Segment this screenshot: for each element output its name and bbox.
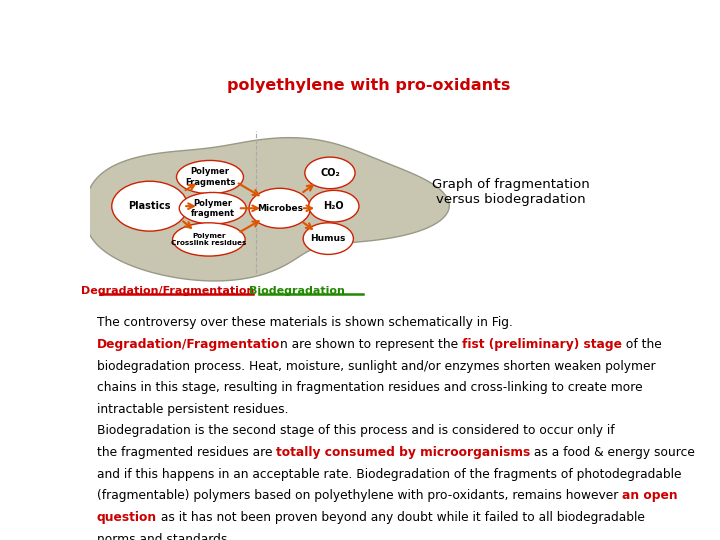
Ellipse shape bbox=[303, 223, 354, 254]
Text: norms and standards: norms and standards bbox=[96, 532, 227, 540]
Ellipse shape bbox=[249, 188, 310, 228]
Text: Biodegradation is the second stage of this process and is considered to occur on: Biodegradation is the second stage of th… bbox=[96, 424, 614, 437]
Text: and if this happens in an acceptable rate. Biodegradation of the fragments of ph: and if this happens in an acceptable rat… bbox=[96, 468, 681, 481]
Text: The controversy over these materials is shown schematically in Fig.: The controversy over these materials is … bbox=[96, 316, 513, 329]
Text: Degradation/Fragmentation: Degradation/Fragmentation bbox=[81, 286, 255, 296]
Ellipse shape bbox=[112, 181, 188, 231]
Text: polyethylene with pro-oxidants: polyethylene with pro-oxidants bbox=[228, 78, 510, 93]
Text: the fragmented residues are: the fragmented residues are bbox=[96, 446, 276, 459]
Text: Humus: Humus bbox=[310, 234, 346, 243]
Text: Graph of fragmentation
versus biodegradation: Graph of fragmentation versus biodegrada… bbox=[433, 178, 590, 206]
Text: Degradation/Fragmentatio: Degradation/Fragmentatio bbox=[96, 338, 280, 351]
Ellipse shape bbox=[309, 191, 359, 222]
Text: (fragmentable) polymers based on polyethylene with pro-oxidants, remains however: (fragmentable) polymers based on polyeth… bbox=[96, 489, 622, 502]
Text: of the: of the bbox=[622, 338, 662, 351]
Text: as a food & energy source: as a food & energy source bbox=[531, 446, 696, 459]
Text: n are shown to represent the: n are shown to represent the bbox=[280, 338, 462, 351]
Text: an open: an open bbox=[622, 489, 678, 502]
Ellipse shape bbox=[305, 157, 355, 188]
Text: Polymer
Crosslink residues: Polymer Crosslink residues bbox=[171, 233, 246, 246]
Polygon shape bbox=[84, 138, 449, 281]
Text: biodegradation process. Heat, moisture, sunlight and/or enzymes shorten weaken p: biodegradation process. Heat, moisture, … bbox=[96, 360, 655, 373]
Text: totally consumed by microorganisms: totally consumed by microorganisms bbox=[276, 446, 531, 459]
Text: Polymer
fragment: Polymer fragment bbox=[191, 199, 235, 218]
Ellipse shape bbox=[176, 160, 243, 194]
Text: intractable persistent residues.: intractable persistent residues. bbox=[96, 403, 288, 416]
Text: H₂O: H₂O bbox=[323, 201, 344, 211]
Ellipse shape bbox=[173, 223, 245, 256]
Text: Plastics: Plastics bbox=[128, 201, 171, 211]
Ellipse shape bbox=[179, 192, 246, 224]
Text: fist (preliminary) stage: fist (preliminary) stage bbox=[462, 338, 622, 351]
Text: as it has not been proven beyond any doubt while it failed to all biodegradable: as it has not been proven beyond any dou… bbox=[157, 511, 644, 524]
Text: Microbes: Microbes bbox=[257, 204, 302, 213]
Text: chains in this stage, resulting in fragmentation residues and cross-linking to c: chains in this stage, resulting in fragm… bbox=[96, 381, 642, 394]
Text: CO₂: CO₂ bbox=[320, 168, 340, 178]
Text: Polymer
Fragments: Polymer Fragments bbox=[185, 167, 235, 187]
Text: Biodegradation: Biodegradation bbox=[248, 286, 344, 296]
Text: question: question bbox=[96, 511, 157, 524]
